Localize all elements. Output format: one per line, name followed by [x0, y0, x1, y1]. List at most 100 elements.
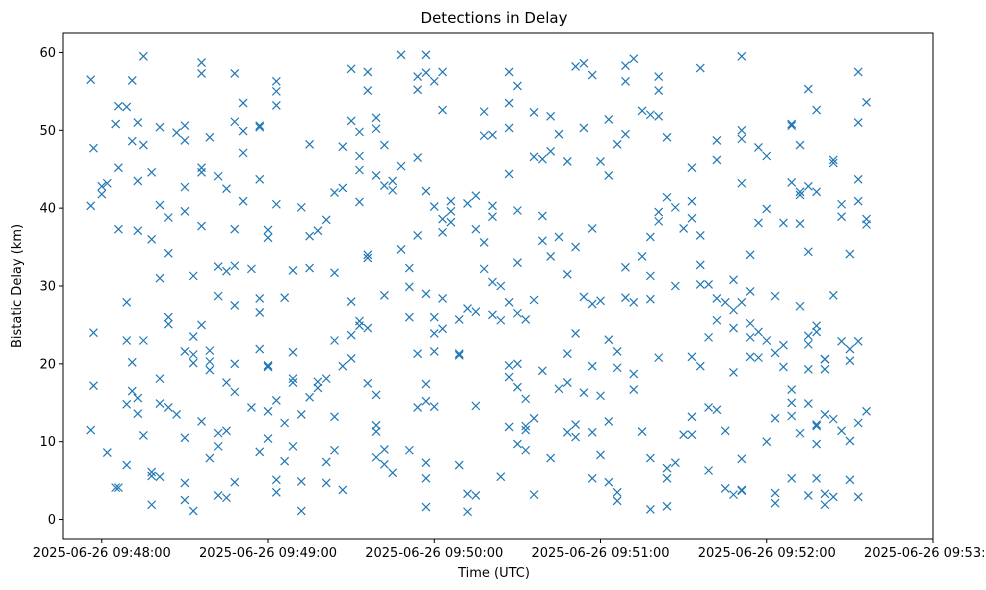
data-point: 2025-06-26 09:48:00 , 42.8: [97, 181, 107, 191]
y-tick-label: 20: [39, 357, 56, 372]
data-point: 2025-06-26 09:51:12 , 18.7: [629, 369, 639, 379]
data-point: 2025-06-26 09:51:09 , 28.5: [621, 293, 630, 303]
data-point: 2025-06-26 09:48:45 , 2.8: [222, 493, 231, 503]
data-point: 2025-06-26 09:52:24 , 46.2: [828, 155, 838, 165]
data-point: 2025-06-26 09:49:48 , 59.7: [396, 50, 406, 60]
data-point: 2025-06-26 09:49:21 , 38.5: [321, 215, 331, 225]
data-point: 2025-06-26 09:51:03 , 44.2: [604, 171, 614, 180]
data-point: 2025-06-26 09:49:57 , 17.4: [421, 379, 431, 389]
data-point: 2025-06-26 09:50:30 , 33: [512, 258, 522, 268]
data-point: 2025-06-26 09:49:42 , 9: [379, 445, 389, 454]
data-point: 2025-06-26 09:52:15 , 42.8: [803, 181, 813, 191]
data-point: 2025-06-26 09:50:42 , 7.9: [546, 453, 556, 463]
data-point: 2025-06-26 09:52:12 , 42.1: [795, 187, 805, 197]
data-point: 2025-06-26 09:50:03 , 28.4: [438, 294, 448, 303]
data-point: 2025-06-26 09:49:36 , 34: [363, 250, 373, 260]
data-point: 2025-06-26 09:50:18 , 52.4: [479, 107, 489, 117]
data-point: 2025-06-26 09:49:03 , 15.3: [271, 396, 281, 405]
data-point: 2025-06-26 09:48:33 , 31.3: [188, 271, 198, 281]
data-point: 2025-06-26 09:51:51 , 48.9: [737, 134, 747, 144]
data-point: 2025-06-26 09:49:09 , 21.5: [288, 347, 298, 357]
data-point: 2025-06-26 09:49:18 , 37.1: [313, 226, 323, 236]
data-point: 2025-06-26 09:50:36 , 46.6: [529, 152, 539, 162]
data-point: 2025-06-26 09:51:39 , 23.4: [704, 332, 713, 342]
data-point: 2025-06-26 09:52:30 , 10.1: [845, 436, 855, 446]
data-point: 2025-06-26 09:48:33 , 23.5: [188, 332, 198, 342]
data-point: 2025-06-26 09:49:09 , 32: [288, 266, 298, 275]
data-point: 2025-06-26 09:51:54 , 23.4: [745, 332, 755, 342]
data-point: 2025-06-26 09:51:21 , 56.9: [654, 72, 664, 82]
data-point: 2025-06-26 09:48:05 , 4.1: [111, 483, 121, 493]
data-point: 2025-06-26 09:52:18 , 12.2: [812, 420, 822, 429]
data-point: 2025-06-26 09:50:30 , 9.7: [512, 439, 522, 449]
data-point: 2025-06-26 09:51:45 , 27.9: [720, 297, 730, 307]
data-point: 2025-06-26 09:51:39 , 6.3: [704, 466, 713, 475]
data-point: 2025-06-26 09:51:45 , 11.4: [720, 426, 730, 436]
data-point: 2025-06-26 09:48:09 , 53: [122, 102, 132, 112]
data-point: 2025-06-26 09:49:42 , 7.1: [379, 459, 389, 469]
data-point: 2025-06-26 09:50:51 , 10.6: [571, 432, 581, 442]
data-point: 2025-06-26 09:51:21 , 55.1: [654, 86, 664, 96]
data-point: 2025-06-26 09:48:57 , 50.6: [255, 121, 265, 131]
data-point: 2025-06-26 09:51:03 , 51.4: [604, 114, 614, 124]
data-point: 2025-06-26 09:49:27 , 19.7: [338, 361, 348, 371]
data-point: 2025-06-26 09:48:21 , 14.9: [155, 399, 165, 408]
data-point: 2025-06-26 09:49:27 , 3.8: [338, 485, 348, 495]
data-point: 2025-06-26 09:49:06 , 12.4: [280, 418, 290, 428]
data-point: 2025-06-26 09:50:15 , 3.1: [471, 490, 481, 500]
data-point: 2025-06-26 09:50:30 , 17: [512, 382, 522, 392]
data-point: 2025-06-26 09:49:57 , 29: [421, 289, 431, 299]
data-point: 2025-06-26 09:48:11 , 16.5: [127, 386, 137, 396]
data-point: 2025-06-26 09:51:54 , 29.3: [745, 287, 755, 296]
data-point: 2025-06-26 09:49:39 , 44.2: [371, 171, 381, 180]
data-point: 2025-06-26 09:48:18 , 6.1: [147, 467, 157, 477]
data-point: 2025-06-26 09:52:30 , 21.9: [845, 344, 855, 354]
data-point: 2025-06-26 09:49:33 , 46.7: [355, 151, 364, 161]
data-point: 2025-06-26 09:48:39 , 7.9: [205, 453, 215, 463]
data-point: 2025-06-26 09:48:54 , 32.2: [246, 264, 256, 274]
data-point: 2025-06-26 09:48:02 , 43.2: [102, 178, 112, 188]
data-point: 2025-06-26 09:48:42 , 44.1: [213, 171, 223, 181]
data-point: 2025-06-26 09:50:27 , 19.8: [504, 360, 514, 370]
data-point: 2025-06-26 09:49:21 , 7.4: [321, 457, 331, 467]
data-point: 2025-06-26 09:52:18 , 42.1: [812, 187, 822, 197]
data-point: 2025-06-26 09:49:30 , 20.7: [346, 353, 356, 363]
data-point: 2025-06-26 09:48:57 , 50.4: [255, 122, 265, 132]
data-point: 2025-06-26 09:51:00 , 28.1: [596, 296, 605, 306]
data-point: 2025-06-26 09:48:36 , 45.2: [197, 163, 206, 173]
data-point: 2025-06-26 09:51:33 , 13.2: [687, 412, 697, 422]
data-point: 2025-06-26 09:49:12 , 40.1: [296, 202, 306, 212]
data-point: 2025-06-26 09:49:45 , 42.3: [388, 185, 398, 195]
data-point: 2025-06-26 09:49:24 , 42: [330, 188, 339, 198]
data-point: 2025-06-26 09:50:54 , 50.3: [579, 123, 589, 133]
data-point: 2025-06-26 09:49:57 , 5.3: [421, 473, 431, 483]
data-point: 2025-06-26 09:48:06 , 37.3: [113, 224, 123, 234]
data-point: 2025-06-26 09:51:27 , 7.3: [670, 458, 680, 468]
data-point: 2025-06-26 09:48:09 , 7: [122, 460, 132, 470]
data-point: 2025-06-26 09:50:21 , 40.3: [488, 201, 497, 211]
data-point: 2025-06-26 09:51:33 , 20.9: [687, 352, 697, 362]
data-point: 2025-06-26 09:48:30 , 39.6: [180, 206, 190, 216]
data-point: 2025-06-26 09:50:24 , 25.6: [496, 315, 506, 325]
data-point: 2025-06-26 09:51:57 , 20.8: [754, 353, 763, 363]
data-point: 2025-06-26 09:52:06 , 19.6: [778, 362, 788, 372]
data-point: 2025-06-26 09:51:48 , 24.6: [729, 323, 738, 333]
data-point: 2025-06-26 09:48:33 , 20.1: [188, 358, 198, 368]
x-tick-label: 2025-06-26 09:52:00: [698, 546, 836, 561]
data-point: 2025-06-26 09:52:06 , 22.4: [778, 340, 788, 350]
data-point: 2025-06-26 09:49:00 , 37.2: [263, 225, 273, 235]
data-point: 2025-06-26 09:51:48 , 30.8: [729, 275, 738, 285]
data-point: 2025-06-26 09:47:56 , 56.5: [86, 75, 96, 85]
data-point: 2025-06-26 09:51:03 , 23.1: [604, 335, 614, 345]
data-point: 2025-06-26 09:49:39 , 51.6: [371, 113, 381, 123]
data-point: 2025-06-26 09:48:48 , 37.3: [230, 224, 240, 234]
data-point: 2025-06-26 09:48:02 , 8.6: [102, 448, 112, 458]
data-point: 2025-06-26 09:49:39 , 8: [371, 452, 381, 462]
data-point: 2025-06-26 09:50:33 , 15.5: [521, 394, 531, 404]
data-point: 2025-06-26 09:50:30 , 20: [512, 359, 522, 369]
data-point: 2025-06-26 09:49:12 , 1.1: [296, 506, 306, 516]
data-point: 2025-06-26 09:48:48 , 32.6: [230, 261, 240, 271]
data-point: 2025-06-26 09:49:33 , 24.9: [355, 321, 364, 331]
data-point: 2025-06-26 09:50:48 , 17.6: [562, 378, 572, 387]
data-point: 2025-06-26 09:52:06 , 38.1: [778, 218, 788, 228]
